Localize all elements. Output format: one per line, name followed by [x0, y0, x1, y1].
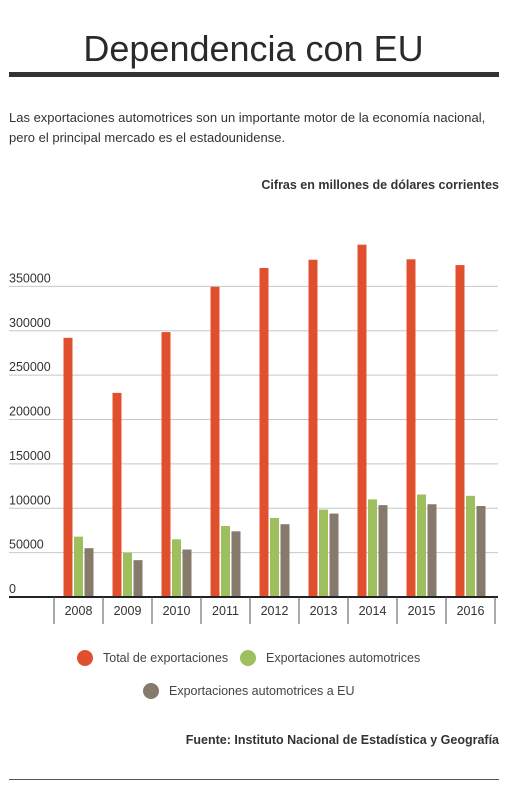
bar	[357, 244, 367, 597]
x-tick-label: 2008	[65, 604, 93, 618]
y-tick-label: 350000	[9, 271, 51, 285]
bar	[417, 494, 426, 597]
bar	[74, 536, 83, 597]
y-tick-label: 150000	[9, 449, 51, 463]
bar	[112, 392, 122, 597]
legend-item-automotrices-eu: Exportaciones automotrices a EU	[143, 683, 355, 699]
bar	[455, 265, 465, 597]
bar	[329, 513, 339, 597]
chart-title: Dependencia con EU	[83, 28, 424, 69]
bar	[221, 526, 230, 597]
legend-swatch-automotrices	[240, 650, 256, 666]
bar	[378, 505, 388, 597]
y-tick-label: 0	[9, 582, 16, 596]
bar	[368, 499, 377, 597]
bar	[231, 531, 241, 597]
bar	[406, 259, 416, 597]
bar	[182, 549, 192, 597]
units-note: Cifras en millones de dólares corrientes	[261, 178, 499, 192]
x-tick-label: 2014	[359, 604, 387, 618]
source-note: Fuente: Instituto Nacional de Estadístic…	[185, 733, 499, 747]
title-divider	[9, 72, 499, 77]
bar	[427, 504, 437, 597]
legend-label-automotrices-eu: Exportaciones automotrices a EU	[169, 684, 355, 698]
bar	[308, 259, 318, 597]
x-tick-label: 2011	[212, 604, 239, 618]
bar	[63, 337, 73, 597]
legend-label-automotrices: Exportaciones automotrices	[266, 651, 421, 665]
bar	[84, 548, 94, 597]
bar	[133, 560, 143, 597]
y-tick-label: 300000	[9, 316, 51, 330]
bar	[172, 539, 181, 597]
legend-swatch-automotrices-eu	[143, 683, 159, 699]
bar	[319, 509, 328, 597]
x-tick-label: 2013	[310, 604, 338, 618]
bar	[270, 518, 279, 597]
legend-swatch-total	[77, 650, 93, 666]
x-tick-label: 2015	[408, 604, 436, 618]
legend-label-total: Total de exportaciones	[103, 651, 229, 665]
y-tick-label: 100000	[9, 493, 51, 507]
bar	[466, 495, 475, 597]
bar	[476, 506, 486, 597]
x-tick-label: 2010	[163, 604, 191, 618]
bar	[161, 332, 171, 597]
bar	[123, 552, 132, 597]
chart-subtitle: Las exportaciones automotrices son un im…	[9, 110, 486, 145]
x-tick-label: 2012	[261, 604, 289, 618]
bar-chart: 0 50000 100000 150000 200000 250000 300000 3500…	[9, 244, 498, 624]
legend-item-automotrices: Exportaciones automotrices	[240, 650, 420, 666]
y-tick-label: 50000	[9, 538, 44, 552]
y-tick-label: 250000	[9, 360, 51, 374]
bar	[280, 524, 290, 597]
legend-item-total: Total de exportaciones	[77, 650, 228, 666]
y-tick-label: 200000	[9, 405, 51, 419]
bar	[210, 286, 220, 597]
bottom-divider	[9, 779, 499, 780]
x-tick-label: 2016	[457, 604, 485, 618]
bar	[259, 268, 269, 597]
x-tick-label: 2009	[114, 604, 142, 618]
